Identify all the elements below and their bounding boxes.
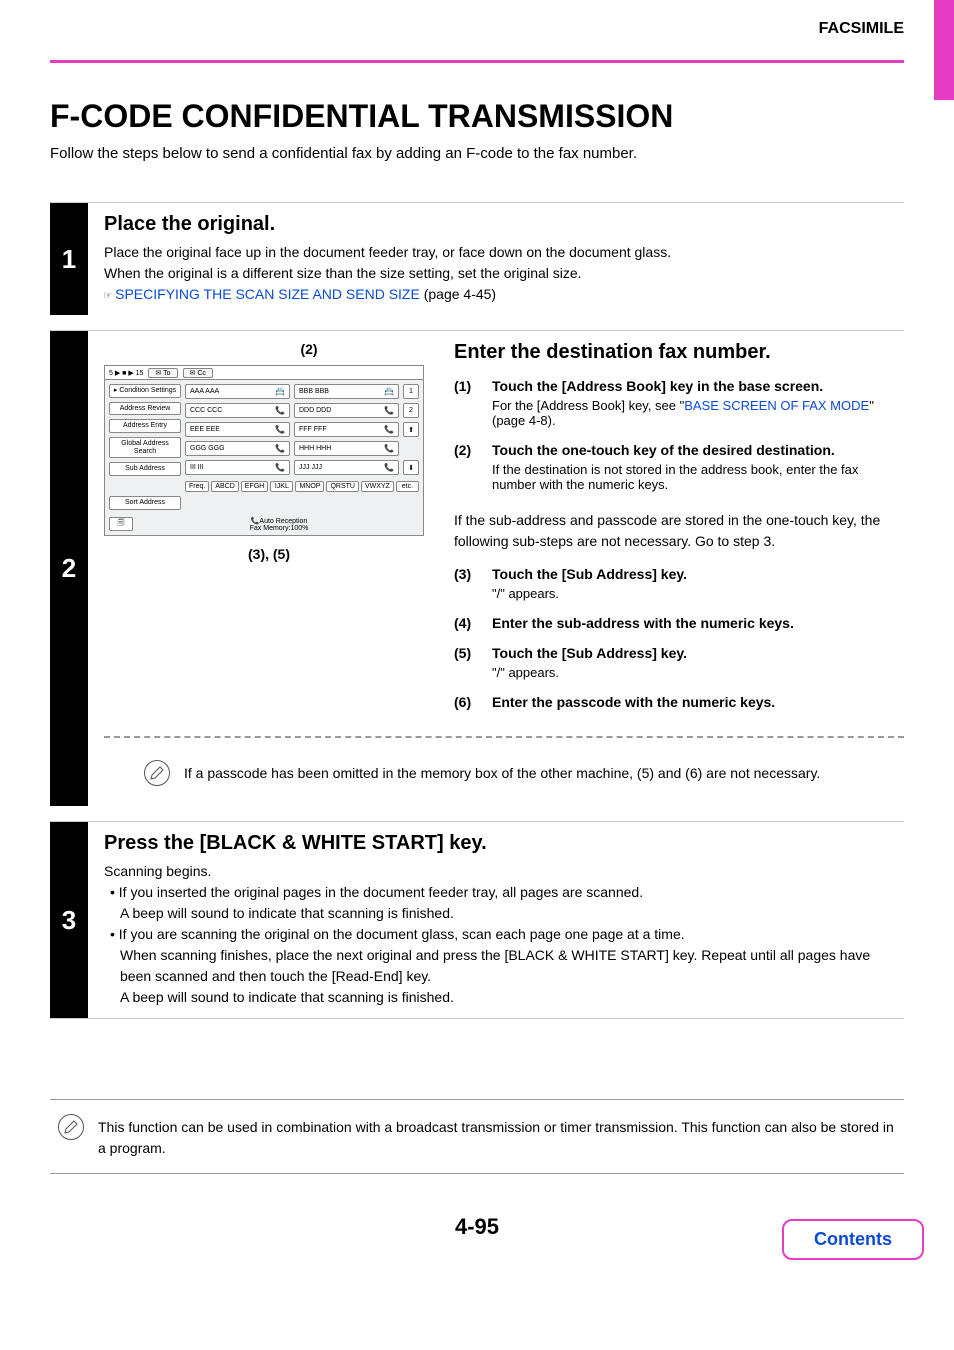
contact-key[interactable]: AAA AAA📇 (185, 384, 290, 399)
intro-text: Follow the steps below to send a confide… (50, 145, 904, 162)
pencil-note-icon (58, 1114, 84, 1140)
letter-tab[interactable]: EFGH (241, 481, 268, 492)
sort-address-button[interactable]: Sort Address (109, 496, 181, 510)
contents-button[interactable]: Contents (782, 1219, 924, 1260)
step-2-note: If a passcode has been omitted in the me… (184, 760, 820, 784)
contact-key[interactable]: DDD DDD📞 (294, 403, 399, 418)
substep-3-title: Touch the [Sub Address] key. (492, 566, 904, 582)
scroll-down[interactable]: ⬇ (403, 460, 419, 475)
step-1-title: Place the original. (104, 213, 904, 236)
substep-num: (5) (454, 645, 482, 684)
step-3: 3 Press the [BLACK & WHITE START] key. S… (50, 821, 904, 1019)
step-3-title: Press the [BLACK & WHITE START] key. (104, 832, 904, 855)
header-section: FACSIMILE (819, 20, 904, 38)
contact-key[interactable]: FFF FFF📞 (294, 422, 399, 437)
scroll-page[interactable]: 2 (403, 403, 419, 418)
contact-key[interactable]: CCC CCC📞 (185, 403, 290, 418)
substep-6-title: Enter the passcode with the numeric keys… (492, 694, 904, 710)
ui-top-info: 5 ▶ ■ ▶ 15 (109, 369, 143, 377)
letter-tab[interactable]: QRSTU (326, 481, 359, 492)
step-1-line1: Place the original face up in the docume… (104, 244, 671, 260)
freq-tab[interactable]: Freq. (185, 481, 209, 492)
global-address-search-button[interactable]: Global Address Search (109, 437, 181, 458)
letter-tab[interactable]: VWXYZ (361, 481, 394, 492)
step-3-line1: Scanning begins. (104, 861, 904, 882)
step-2-title: Enter the destination fax number. (454, 341, 904, 364)
address-book-screenshot: 5 ▶ ■ ▶ 15 ✉ To ✉ Cc ▸ Condition Setting… (104, 365, 424, 536)
condition-settings-button[interactable]: ▸ Condition Settings (109, 384, 181, 398)
ui-to-tab[interactable]: ✉ To (148, 368, 177, 378)
substep-1-desc-a: For the [Address Book] key, see " (492, 398, 684, 413)
letter-tab[interactable]: MNOP (295, 481, 324, 492)
contact-key[interactable]: JJJ JJJ📞 (294, 460, 399, 475)
callout-35-label: (3), (5) (104, 546, 434, 562)
status-text: 📞Auto ReceptionFax Memory:100% (139, 517, 419, 532)
step-3-bullet2b: When scanning finishes, place the next o… (104, 945, 904, 987)
step-3-bullet2c: A beep will sound to indicate that scann… (104, 987, 904, 1008)
substep-num: (3) (454, 566, 482, 605)
contact-key[interactable]: III III📞 (185, 460, 290, 475)
step-1: 1 Place the original. Place the original… (50, 202, 904, 315)
pointer-icon: ☞ (104, 286, 111, 304)
letter-tab[interactable]: ABCD (211, 481, 238, 492)
substep-5-title: Touch the [Sub Address] key. (492, 645, 904, 661)
step-1-link[interactable]: SPECIFYING THE SCAN SIZE AND SEND SIZE (115, 286, 420, 302)
substep-num: (2) (454, 442, 482, 496)
chapter-tab (934, 0, 954, 100)
preview-icon[interactable]: 🗐 (109, 517, 133, 531)
page-number: 4-95 (50, 1214, 904, 1240)
step-1-link-page: (page 4-45) (420, 286, 496, 302)
substep-4: (4) Enter the sub-address with the numer… (454, 615, 904, 635)
step-2: 2 (2) 5 ▶ ■ ▶ 15 ✉ To ✉ Cc ▸ Condition S… (50, 330, 904, 806)
substep-5-desc: "/" appears. (492, 665, 904, 680)
footer-note: This function can be used in combination… (50, 1099, 904, 1174)
address-review-button[interactable]: Address Review (109, 402, 181, 416)
substep-num: (4) (454, 615, 482, 635)
substep-num: (6) (454, 694, 482, 714)
substep-3: (3) Touch the [Sub Address] key. "/" app… (454, 566, 904, 605)
letter-tab[interactable]: IJKL (270, 481, 293, 492)
contact-key[interactable]: HHH HHH📞 (294, 441, 399, 456)
step-3-bullet2: If you are scanning the original on the … (114, 924, 904, 945)
address-entry-button[interactable]: Address Entry (109, 419, 181, 433)
substep-2-desc: If the destination is not stored in the … (492, 462, 904, 492)
substep-5: (5) Touch the [Sub Address] key. "/" app… (454, 645, 904, 684)
callout-2-label: (2) (184, 341, 434, 357)
sub-address-button[interactable]: Sub Address (109, 462, 181, 476)
dashed-separator (104, 736, 904, 738)
substep-2: (2) Touch the one-touch key of the desir… (454, 442, 904, 496)
scroll-up[interactable]: ⬆ (403, 422, 419, 437)
note-row: If a passcode has been omitted in the me… (104, 750, 904, 796)
contact-key[interactable]: BBB BBB📇 (294, 384, 399, 399)
contact-key[interactable]: EEE EEE📞 (185, 422, 290, 437)
scroll-page[interactable]: 1 (403, 384, 419, 399)
substep-1-link[interactable]: BASE SCREEN OF FAX MODE (684, 398, 869, 413)
mid-note: If the sub-address and passcode are stor… (454, 510, 904, 552)
ui-cc-tab[interactable]: ✉ Cc (183, 368, 213, 378)
letter-tab[interactable]: etc. (396, 481, 419, 492)
step-3-bullet1b: A beep will sound to indicate that scann… (104, 903, 904, 924)
step-3-bullet1: If you inserted the original pages in th… (114, 882, 904, 903)
substep-1: (1) Touch the [Address Book] key in the … (454, 378, 904, 432)
step-number: 3 (50, 822, 88, 1018)
step-number: 2 (50, 331, 88, 806)
substep-num: (1) (454, 378, 482, 432)
substep-6: (6) Enter the passcode with the numeric … (454, 694, 904, 714)
substep-3-desc: "/" appears. (492, 586, 904, 601)
substep-2-title: Touch the one-touch key of the desired d… (492, 442, 904, 458)
step-1-line2: When the original is a different size th… (104, 265, 582, 281)
step-number: 1 (50, 203, 88, 315)
pencil-note-icon (144, 760, 170, 786)
substep-1-title: Touch the [Address Book] key in the base… (492, 378, 904, 394)
header-divider (50, 60, 904, 63)
page-title: F-CODE CONFIDENTIAL TRANSMISSION (50, 98, 904, 135)
contact-key[interactable]: GGG GGG📞 (185, 441, 290, 456)
substep-4-title: Enter the sub-address with the numeric k… (492, 615, 904, 631)
footer-note-text: This function can be used in combination… (98, 1114, 896, 1159)
